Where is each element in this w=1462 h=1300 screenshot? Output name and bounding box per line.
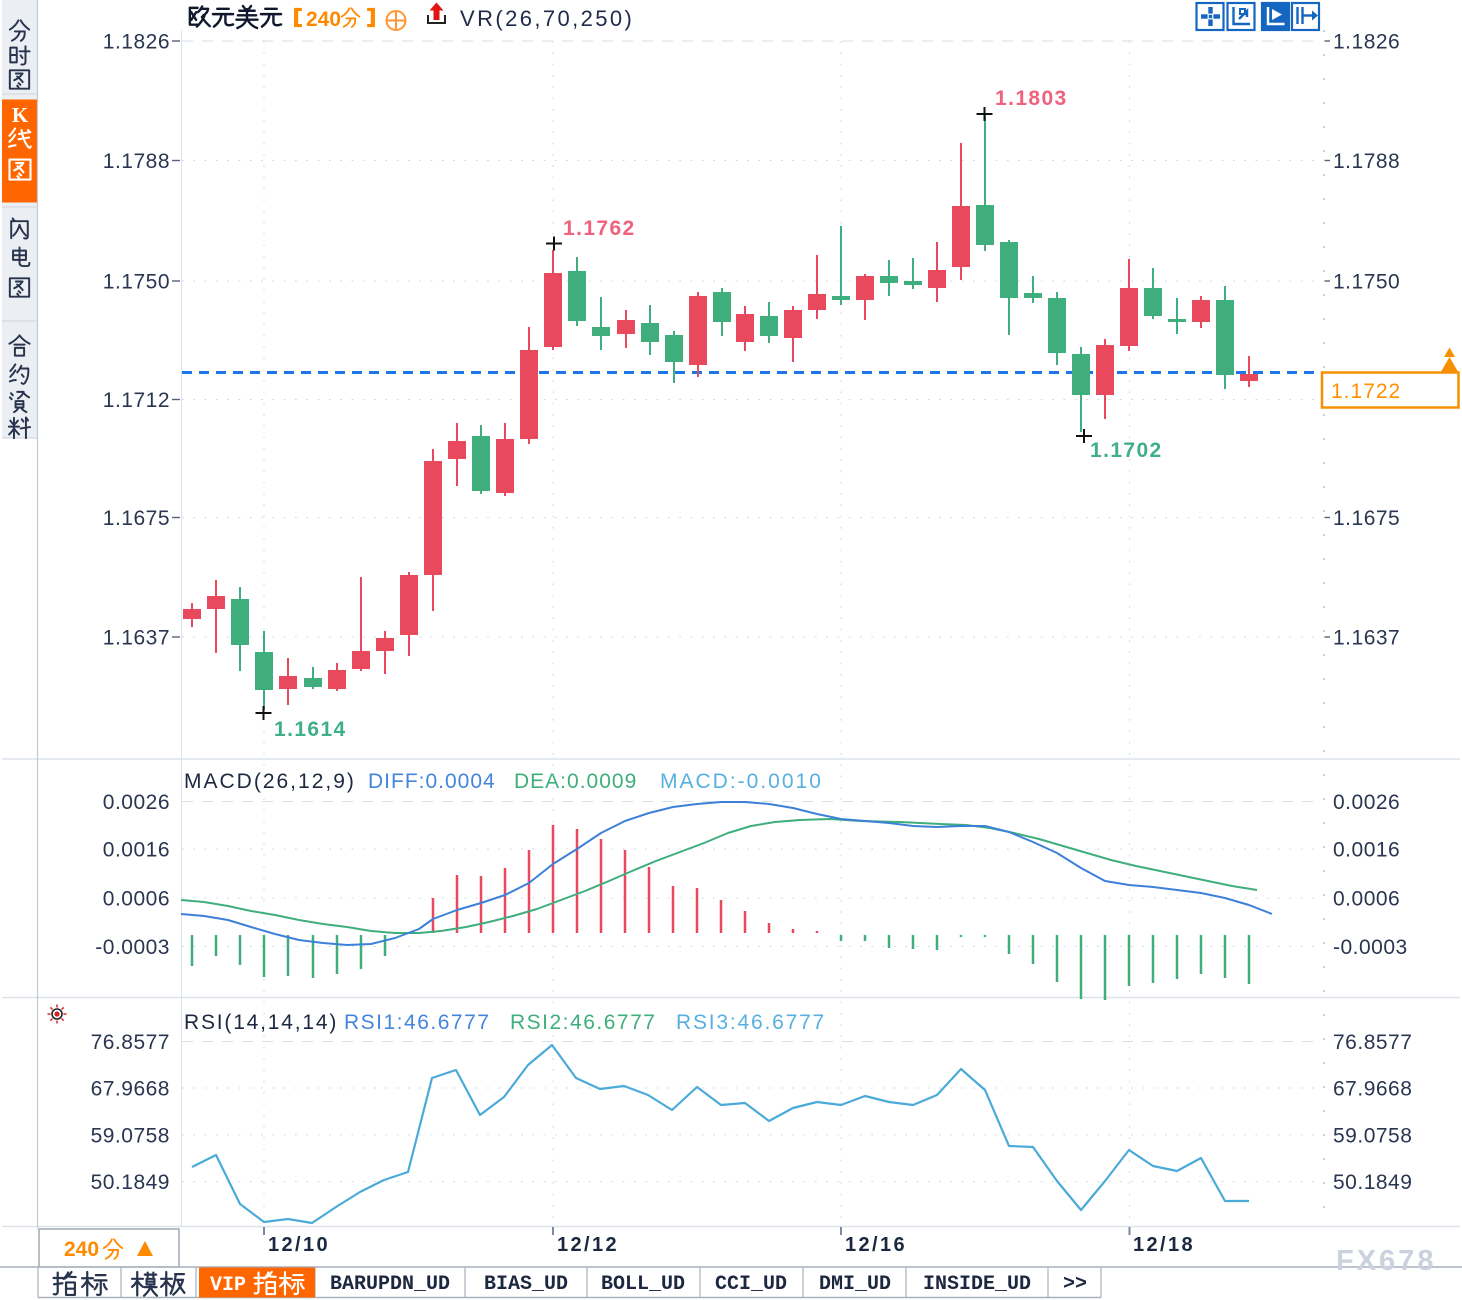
svg-text:1.1675: 1.1675 (1333, 507, 1400, 530)
svg-text:0.0016: 0.0016 (103, 839, 170, 862)
svg-text:1.1762: 1.1762 (563, 217, 636, 240)
svg-text:1.1702: 1.1702 (1090, 439, 1163, 462)
svg-text:59.0758: 59.0758 (1333, 1124, 1412, 1147)
svg-text:1.1750: 1.1750 (1333, 271, 1400, 294)
svg-text:59.0758: 59.0758 (91, 1124, 170, 1147)
svg-text:67.9668: 67.9668 (1333, 1078, 1412, 1101)
svg-text:-0.0003: -0.0003 (95, 936, 170, 959)
svg-text:12/18: 12/18 (1133, 1234, 1195, 1256)
svg-text:INSIDE_UD: INSIDE_UD (923, 1273, 1031, 1296)
svg-text:RSI3:46.6777: RSI3:46.6777 (676, 1011, 826, 1034)
svg-text:FX678: FX678 (1336, 1245, 1436, 1277)
svg-text:DMI_UD: DMI_UD (819, 1273, 891, 1296)
svg-text:1.1675: 1.1675 (103, 507, 170, 530)
svg-text:1.1712: 1.1712 (103, 389, 170, 412)
svg-text:0.0026: 0.0026 (1333, 791, 1400, 814)
svg-text:0.0026: 0.0026 (103, 791, 170, 814)
svg-text:BOLL_UD: BOLL_UD (601, 1273, 685, 1296)
svg-text:RSI(14,14,14): RSI(14,14,14) (184, 1011, 338, 1034)
svg-text:1.1614: 1.1614 (274, 718, 347, 741)
svg-text:MACD(26,12,9): MACD(26,12,9) (184, 770, 356, 793)
svg-text:67.9668: 67.9668 (91, 1078, 170, 1101)
svg-text:12/12: 12/12 (557, 1234, 619, 1256)
svg-text:BARUPDN_UD: BARUPDN_UD (330, 1273, 450, 1296)
svg-text:RSI1:46.6777: RSI1:46.6777 (344, 1011, 490, 1034)
svg-text:1.1826: 1.1826 (103, 31, 170, 54)
svg-text:12/10: 12/10 (268, 1234, 330, 1256)
svg-text:MACD:-0.0010: MACD:-0.0010 (660, 770, 823, 793)
svg-text:76.8577: 76.8577 (91, 1031, 170, 1054)
svg-text:DIFF:0.0004: DIFF:0.0004 (368, 770, 496, 793)
svg-text:1.1803: 1.1803 (995, 87, 1068, 110)
svg-text:VR(26,70,250): VR(26,70,250) (460, 6, 634, 31)
svg-text:240: 240 (306, 8, 341, 31)
svg-text:-0.0003: -0.0003 (1333, 936, 1408, 959)
svg-text:1.1637: 1.1637 (1333, 627, 1400, 650)
svg-text:BIAS_UD: BIAS_UD (484, 1273, 568, 1296)
svg-text:DEA:0.0009: DEA:0.0009 (514, 770, 637, 793)
svg-text:K: K (12, 103, 29, 127)
svg-text:0.0016: 0.0016 (1333, 839, 1400, 862)
svg-text:VIP: VIP (210, 1274, 246, 1297)
svg-text:12/16: 12/16 (845, 1234, 907, 1256)
svg-text:1.1722: 1.1722 (1331, 380, 1401, 403)
svg-text:1.1788: 1.1788 (1333, 150, 1400, 173)
svg-text:76.8577: 76.8577 (1333, 1031, 1412, 1054)
svg-text:CCI_UD: CCI_UD (715, 1273, 787, 1296)
svg-text:0.0006: 0.0006 (1333, 888, 1400, 911)
svg-text:1.1750: 1.1750 (103, 271, 170, 294)
svg-text:1.1637: 1.1637 (103, 627, 170, 650)
svg-text:0.0006: 0.0006 (103, 888, 170, 911)
svg-text:1.1826: 1.1826 (1333, 31, 1400, 54)
svg-text:50.1849: 50.1849 (1333, 1171, 1412, 1194)
svg-text:240: 240 (64, 1238, 99, 1261)
svg-text:1.1788: 1.1788 (103, 150, 170, 173)
svg-text:RSI2:46.6777: RSI2:46.6777 (510, 1011, 656, 1034)
svg-text:50.1849: 50.1849 (91, 1171, 170, 1194)
svg-text:>>: >> (1063, 1273, 1087, 1296)
